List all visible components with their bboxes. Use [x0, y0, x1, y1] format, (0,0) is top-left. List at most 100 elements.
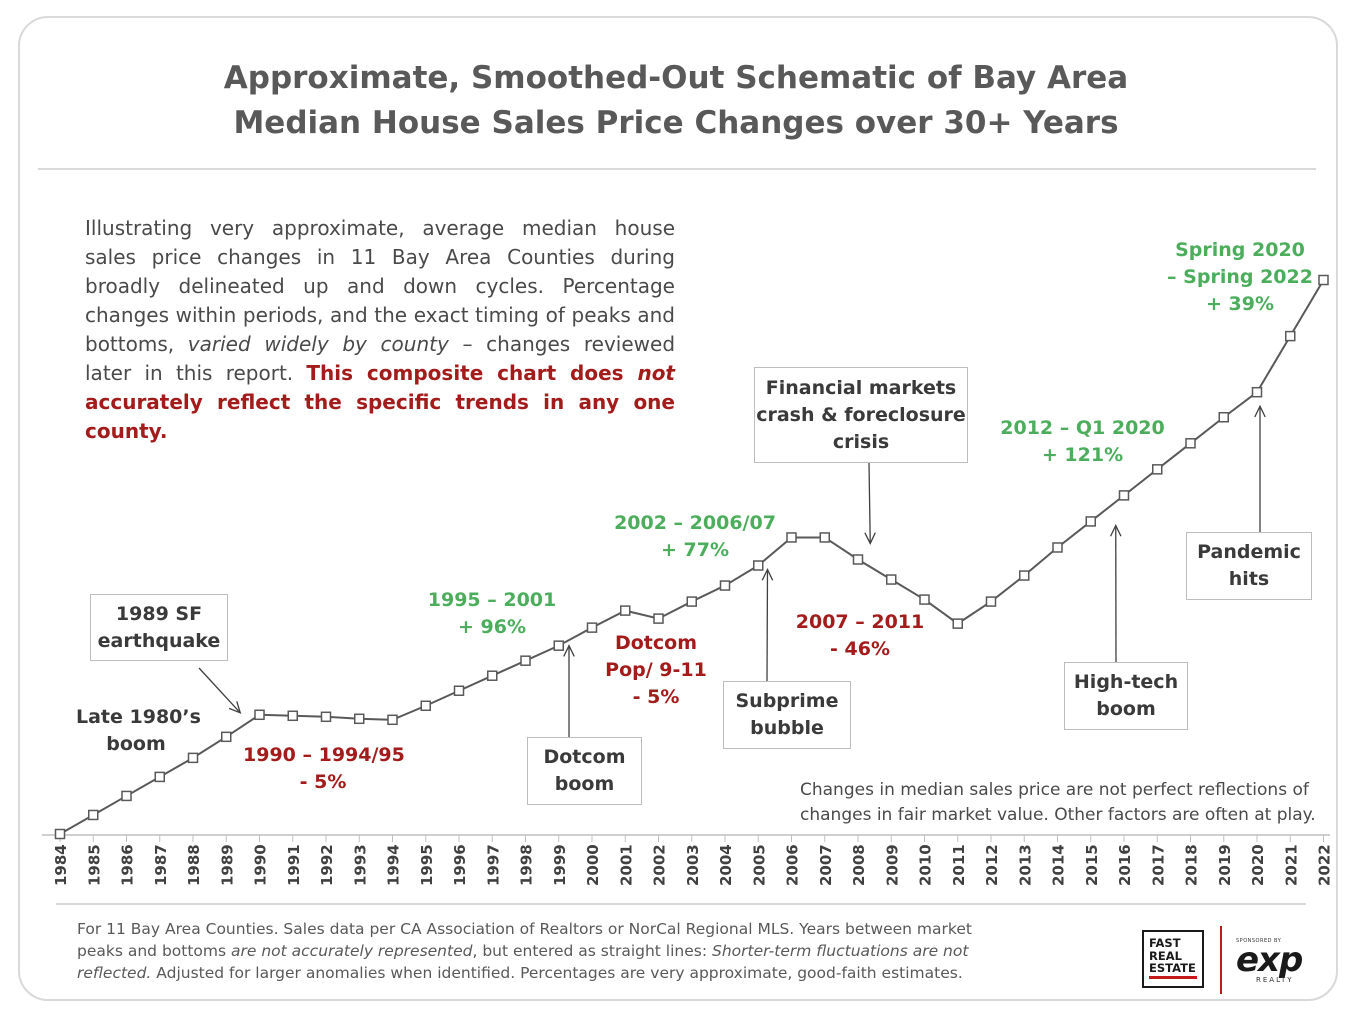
logo-word: ESTATE — [1149, 961, 1196, 975]
x-tick-label: 2016 — [1116, 844, 1134, 886]
x-tick-label: 2005 — [750, 844, 768, 886]
x-tick-label: 2022 — [1316, 844, 1334, 886]
x-tick-label: 1985 — [85, 844, 103, 886]
box-line: boom — [554, 773, 615, 795]
x-tick-label: 1990 — [252, 844, 270, 886]
annotation-line: 1995 – 2001 — [427, 589, 557, 611]
x-tick-label: 1993 — [351, 844, 369, 886]
x-tick-label: 2017 — [1149, 844, 1167, 886]
x-tick-label: 2008 — [850, 844, 868, 886]
arrow-head — [563, 644, 575, 657]
annotation-line: Late 1980’s — [76, 706, 201, 728]
annotation-1995-period: 1995 – 2001 + 96% — [420, 587, 564, 641]
intro-part1: Illustrating very approximate, average m… — [85, 216, 675, 356]
data-point — [121, 790, 132, 802]
footer-text: For 11 Bay Area Counties. Sales data per… — [77, 918, 987, 984]
annotation-line: - 5% — [632, 686, 680, 708]
annotation-line: – Spring 2022 — [1167, 266, 1313, 288]
data-point — [886, 574, 897, 585]
annotation-line: Dotcom — [614, 632, 698, 654]
annotation-dotcom-pop: Dotcom Pop/ 9-11 - 5% — [596, 630, 716, 711]
footer-part2: , but entered as straight lines: — [472, 942, 712, 960]
x-tick-label: 2012 — [983, 844, 1001, 886]
fast-real-estate-logo: FAST REAL ESTATE — [1142, 930, 1204, 988]
intro-part2: – changes reviewed later in this report. — [85, 332, 676, 385]
intro-italic: varied widely by county — [187, 332, 449, 356]
annotation-line: 2007 – 2011 — [795, 611, 925, 633]
x-tick-label: 2011 — [950, 844, 968, 886]
box-hightech-boom: High-tech boom — [1064, 662, 1188, 730]
annotation-line: - 5% — [299, 771, 347, 793]
annotation-2012-period: 2012 – Q1 2020 + 121% — [995, 415, 1170, 469]
data-point — [1118, 490, 1130, 501]
arrow-head — [1254, 404, 1266, 418]
annotation-line: + 121% — [1041, 444, 1124, 466]
x-tick-label: 2014 — [1050, 844, 1068, 886]
chart-note: Changes in median sales price are not pe… — [800, 780, 1316, 825]
x-tick-label: 1986 — [119, 844, 137, 886]
arrow-head — [1109, 523, 1122, 537]
data-point — [453, 685, 465, 696]
data-point — [653, 613, 664, 624]
annotation-2020-period: Spring 2020 – Spring 2022 + 39% — [1165, 237, 1315, 318]
data-point — [254, 709, 265, 721]
annotation-line: 2012 – Q1 2020 — [1000, 417, 1165, 439]
x-tick-label: 2021 — [1282, 844, 1300, 886]
arrow-head — [228, 701, 242, 714]
data-point — [287, 710, 298, 722]
arrow-head — [761, 567, 774, 581]
data-point — [187, 752, 199, 764]
title-line-2: Median House Sales Price Changes over 30… — [233, 105, 1119, 141]
data-point — [819, 532, 830, 543]
data-point — [520, 655, 531, 666]
box-dotcom-boom: Dotcom boom — [527, 737, 642, 805]
data-point — [852, 554, 864, 565]
annotation-line: Spring 2020 — [1175, 239, 1305, 261]
x-axis: 1984 1985 1986 1987 1988 1989 1990 1991 1992 1993… — [42, 834, 1334, 886]
box-financial-crash: Financial markets crash & foreclosure cr… — [754, 367, 968, 463]
x-tick-label: 2003 — [684, 844, 702, 886]
data-point — [1285, 330, 1296, 342]
logo-divider — [1220, 926, 1222, 994]
data-point — [487, 670, 498, 681]
data-point — [1152, 464, 1163, 475]
data-point — [1185, 438, 1196, 449]
x-tick-label: 2019 — [1216, 844, 1234, 886]
box-subprime-bubble: Subprime bubble — [723, 681, 851, 749]
annotation-line: - 46% — [830, 638, 890, 660]
x-tick-label: 2006 — [784, 844, 802, 886]
data-point — [985, 596, 997, 607]
logo-sponsored: SPONSORED BY — [1236, 938, 1282, 944]
x-tick-label: 2020 — [1249, 844, 1267, 886]
box-line: Pandemic — [1197, 541, 1301, 563]
box-line: Financial markets — [765, 376, 957, 399]
x-tick-label: 2010 — [917, 844, 935, 886]
intro-red-italic: not — [637, 361, 675, 385]
x-tick-label: 1999 — [551, 844, 569, 886]
annotation-line: Pop/ 9-11 — [605, 659, 707, 681]
x-tick-label: 1987 — [152, 844, 170, 886]
x-tick-label: 1989 — [218, 844, 236, 886]
arrow-line — [198, 667, 241, 714]
data-point — [553, 640, 564, 651]
logo-realty: REALTY — [1256, 976, 1294, 984]
annotation-line: + 96% — [457, 616, 526, 638]
box-line: hits — [1228, 568, 1270, 590]
box-line: 1989 SF — [115, 602, 203, 625]
data-point — [1085, 516, 1096, 527]
x-tick-label: 1991 — [285, 844, 303, 886]
annotation-line: 2002 – 2006/07 — [614, 512, 776, 534]
title-divider — [38, 168, 1316, 170]
chart-title: Approximate, Smoothed-Out Schematic of B… — [38, 56, 1314, 146]
box-line: crisis — [832, 430, 890, 453]
data-point — [952, 618, 963, 629]
x-tick-label: 2001 — [617, 844, 635, 886]
footer-italic2: Shorter-term fluctuations are not reflec… — [77, 942, 969, 982]
data-point — [719, 580, 731, 591]
chart-card — [18, 16, 1338, 1001]
annotation-line: 1990 – 1994/95 — [243, 744, 405, 766]
exp-realty-logo: SPONSORED BY exp REALTY — [1236, 938, 1303, 984]
x-tick-label: 1994 — [385, 844, 403, 886]
footer-part1: For 11 Bay Area Counties. Sales data per… — [77, 920, 972, 960]
box-line: Dotcom — [543, 746, 626, 768]
